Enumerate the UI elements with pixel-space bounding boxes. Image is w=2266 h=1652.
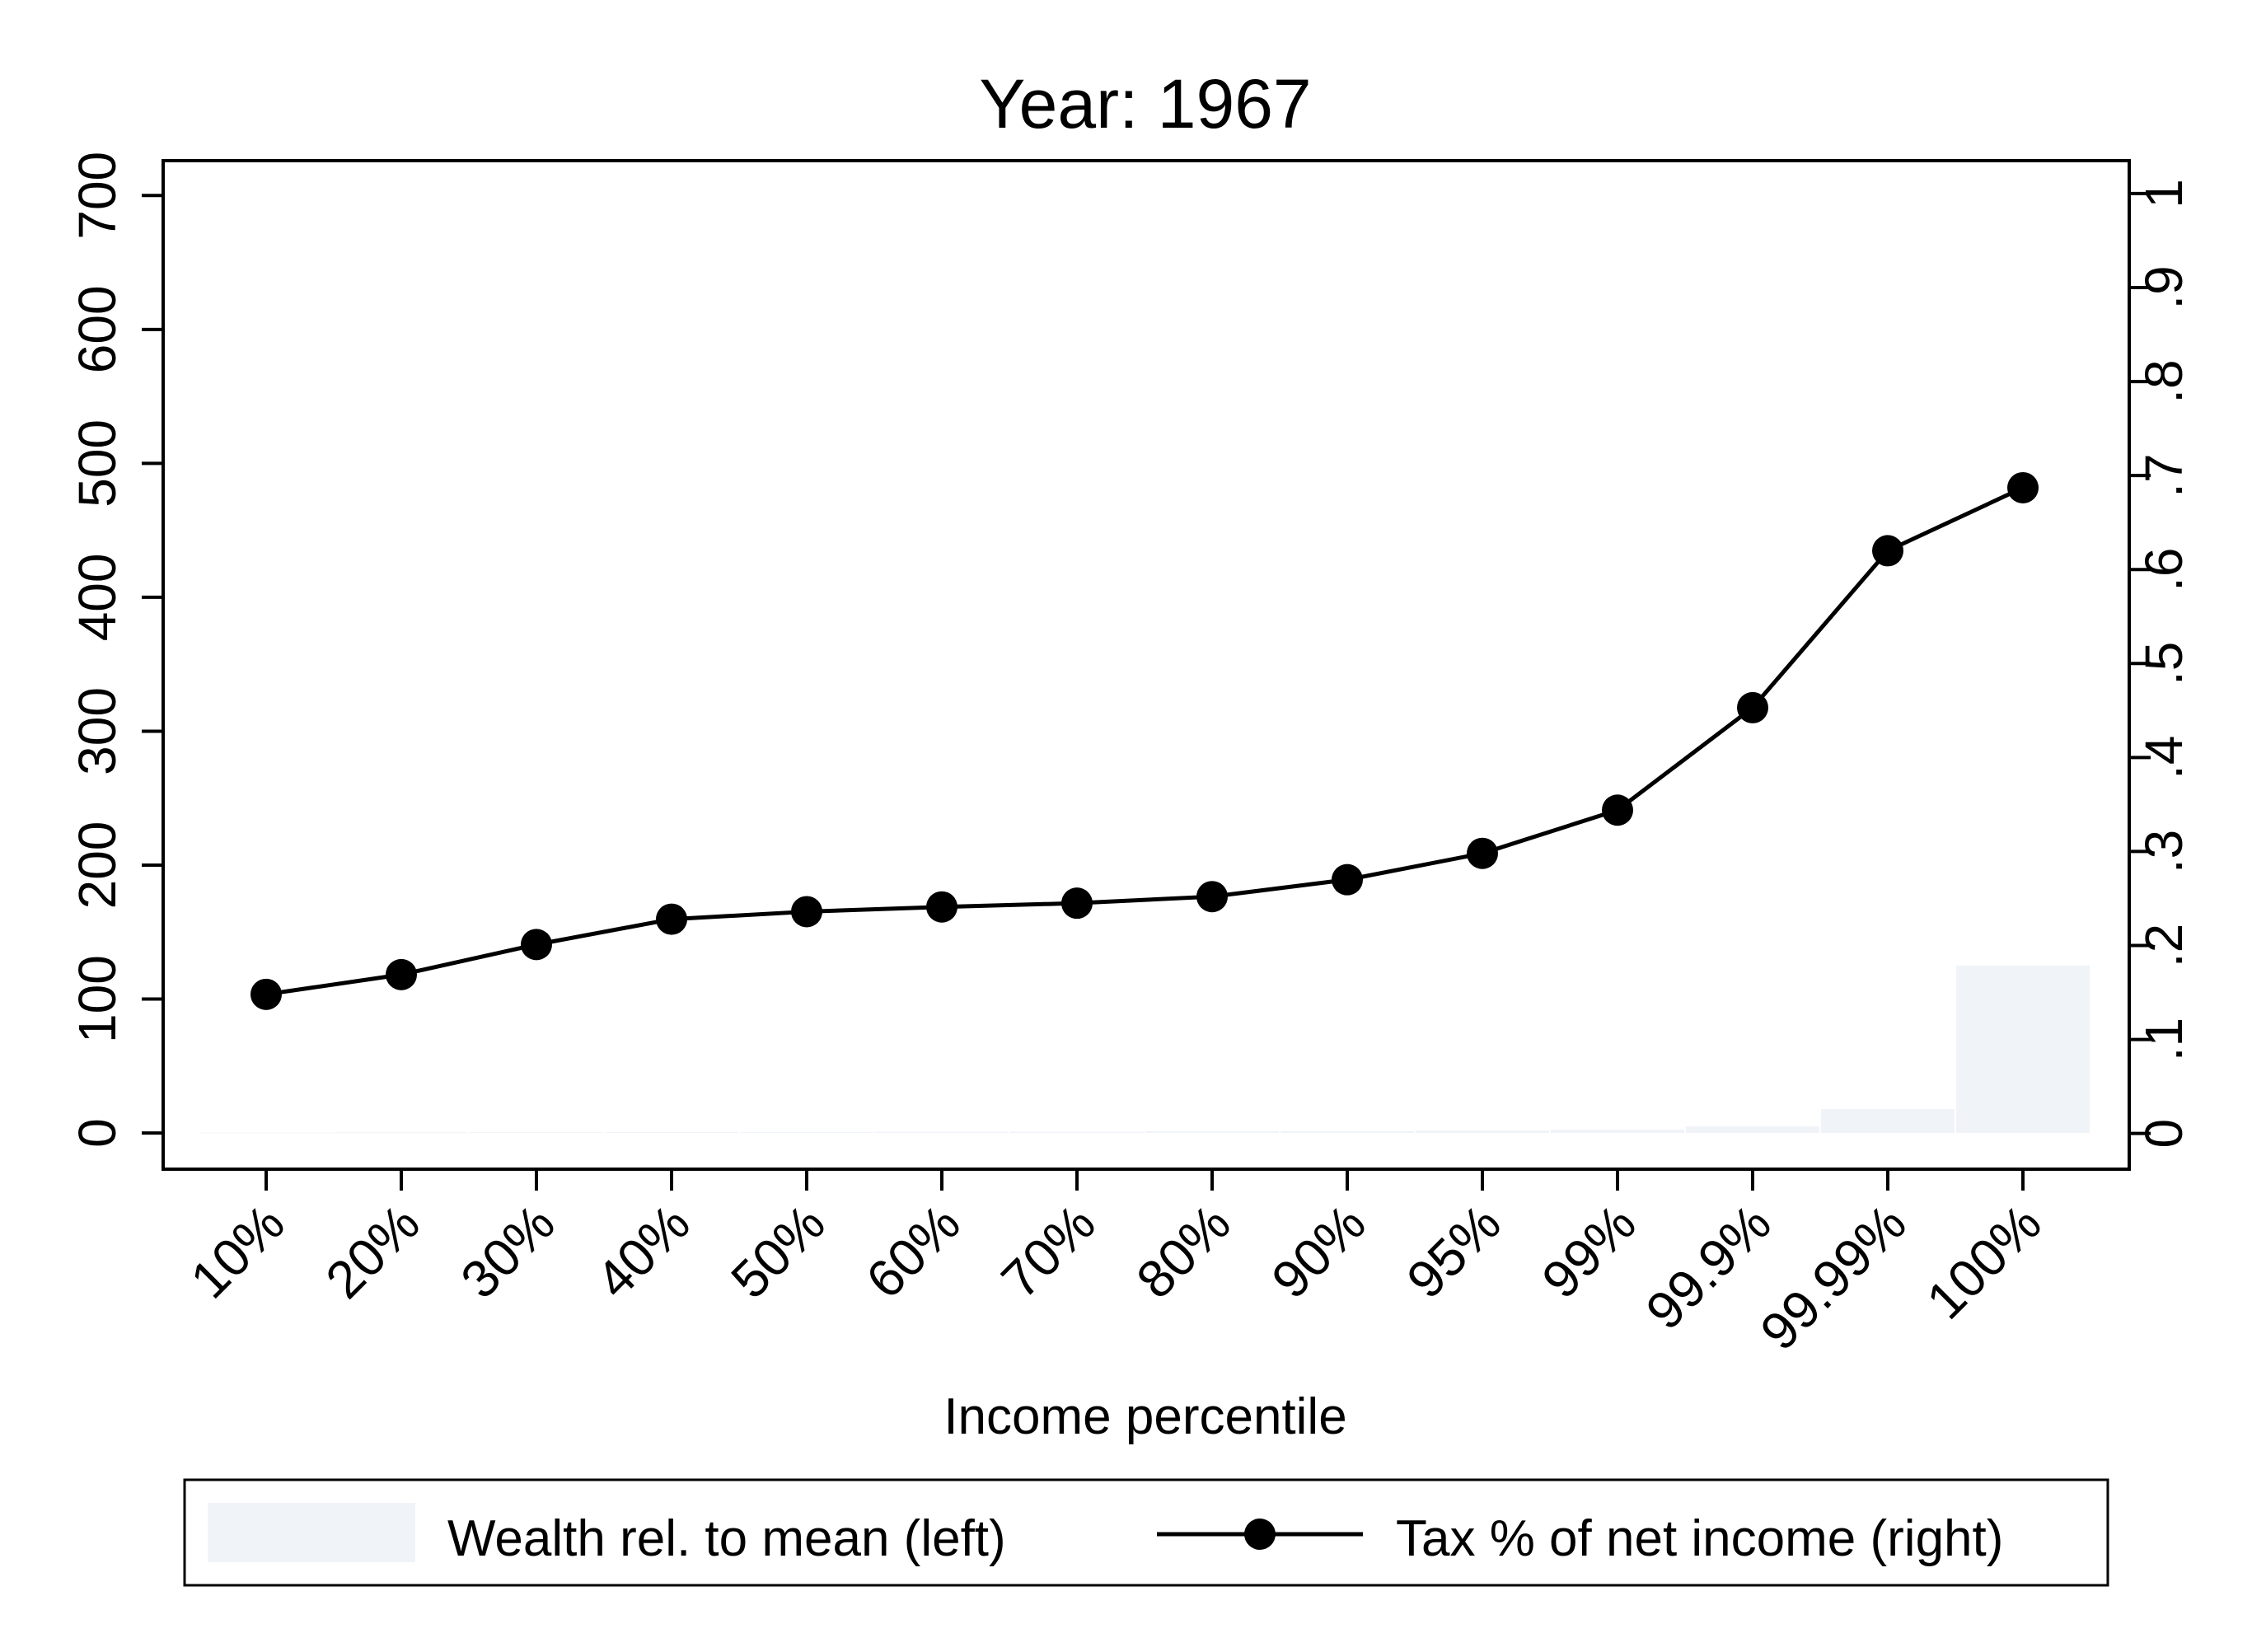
wealth-bar [335,1132,468,1134]
wealth-bar [740,1131,873,1134]
legend-marker [1244,1519,1276,1550]
right-axis: 0 .1 .2 .3 .4 .5 .6 .7 .8 .9 1 [2129,179,2193,1148]
x-axis: 10% 20% 30% 40% 50% 60% 70% 80% 90% 95% 99%99.9%99… [179,1169,2053,1361]
x-tick-label: 70% [990,1193,1106,1309]
wealth-bar [199,1132,333,1134]
tax-point [386,958,417,990]
right-tick-label: .6 [2134,548,2193,592]
line-layer [250,471,2039,1010]
x-tick-label: 100% [1915,1193,2053,1331]
x-tick-label: 80% [1125,1193,1241,1309]
right-tick-label: .4 [2134,736,2193,779]
tax-point [1872,535,1903,567]
left-tick-label: 100 [68,955,127,1043]
legend-bar-swatch [208,1503,415,1562]
x-tick-label: 50% [719,1193,836,1309]
right-tick-label: 0 [2134,1119,2193,1149]
wealth-bar [1145,1131,1279,1134]
x-axis-label: Income percentile [943,1388,1346,1445]
tax-line [265,485,2025,997]
tax-point [791,896,822,928]
chart-title: Year: 1967 [979,65,1311,143]
x-tick-label: 99.99% [1749,1193,1917,1361]
x-tick-label: 99% [1530,1193,1646,1309]
wealth-bar [1821,1108,1955,1134]
left-tick-label: 0 [68,1118,127,1148]
x-tick-label: 20% [314,1193,430,1309]
x-tick-label: 90% [1260,1193,1376,1309]
wealth-bar [1280,1130,1414,1134]
x-tick-label: 95% [1395,1193,1511,1309]
right-tick-label: .7 [2134,453,2193,497]
left-tick-label: 200 [68,821,127,910]
wealth-bar [1551,1130,1684,1134]
tax-point [1061,887,1093,920]
tax-point [1196,881,1228,913]
bars-layer [199,965,2090,1134]
tax-point [1737,691,1768,723]
tax-point [1467,837,1498,869]
left-tick-label: 300 [68,687,127,775]
right-tick-label: .5 [2134,642,2193,686]
right-tick-label: .3 [2134,830,2193,873]
x-tick-label: 60% [854,1193,971,1309]
tax-point [2007,471,2039,503]
right-tick-label: .8 [2134,359,2193,403]
left-tick-label: 400 [68,554,127,642]
wealth-bar [1686,1126,1819,1134]
wealth-bar [1956,965,2090,1134]
tax-point [1332,863,1363,896]
x-tick-label: 30% [449,1193,565,1309]
left-axis: 0 100 200 300 400 500 600 700 [68,152,163,1148]
right-tick-label: .9 [2134,265,2193,309]
wealth-bar [605,1131,738,1134]
wealth-bar [875,1131,1009,1134]
wealth-bar [1010,1131,1144,1134]
right-tick-label: .1 [2134,1018,2193,1061]
tax-point [656,903,687,935]
wealth-bar [470,1132,603,1134]
tax-point [1602,794,1633,826]
wealth-bar [1416,1130,1549,1134]
legend-box [183,1478,2109,1587]
x-tick-label: 40% [584,1193,700,1309]
tax-point [250,978,282,1010]
legend-label-wealth: Wealth rel. to mean (left) [447,1510,1006,1567]
tax-point [926,891,957,923]
x-tick-label: 10% [179,1193,295,1309]
left-tick-label: 600 [68,285,127,373]
tax-point [521,929,552,961]
right-tick-label: .2 [2134,924,2193,967]
legend-label-tax: Tax % of net income (right) [1396,1510,2003,1567]
legend: Wealth rel. to mean (left) Tax % of net … [183,1478,2109,1587]
left-tick-label: 500 [68,419,127,508]
left-tick-label: 700 [68,152,127,240]
plot-frame [162,159,2131,1171]
right-tick-label: 1 [2134,179,2193,208]
